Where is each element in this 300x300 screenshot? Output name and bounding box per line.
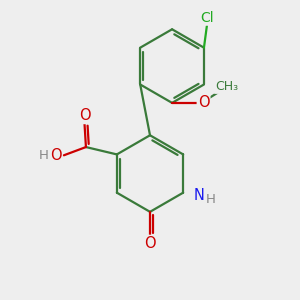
Text: H: H	[39, 149, 49, 162]
Text: O: O	[50, 148, 62, 163]
Text: O: O	[144, 236, 156, 251]
Text: CH₃: CH₃	[215, 80, 238, 93]
Text: N: N	[194, 188, 205, 203]
Text: O: O	[79, 108, 90, 123]
Text: O: O	[198, 95, 209, 110]
Text: Cl: Cl	[200, 11, 214, 25]
Text: H: H	[206, 193, 215, 206]
